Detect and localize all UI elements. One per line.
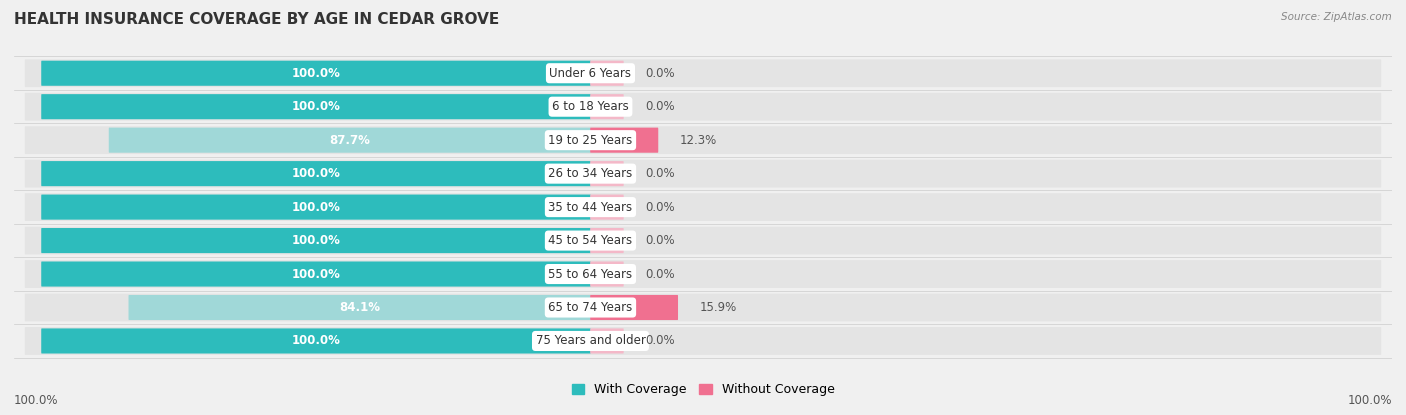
FancyBboxPatch shape [41,228,591,253]
FancyBboxPatch shape [25,59,1381,87]
Text: 6 to 18 Years: 6 to 18 Years [553,100,628,113]
Legend: With Coverage, Without Coverage: With Coverage, Without Coverage [567,378,839,401]
Text: 87.7%: 87.7% [329,134,370,146]
FancyBboxPatch shape [41,161,591,186]
Text: Under 6 Years: Under 6 Years [550,67,631,80]
FancyBboxPatch shape [25,294,1381,321]
Text: Source: ZipAtlas.com: Source: ZipAtlas.com [1281,12,1392,22]
Text: 0.0%: 0.0% [645,167,675,180]
Text: 100.0%: 100.0% [14,394,59,407]
FancyBboxPatch shape [25,227,1381,254]
Text: 100.0%: 100.0% [291,67,340,80]
FancyBboxPatch shape [25,260,1381,288]
Text: 0.0%: 0.0% [645,234,675,247]
Text: 100.0%: 100.0% [1347,394,1392,407]
FancyBboxPatch shape [591,94,624,119]
FancyBboxPatch shape [41,61,591,86]
FancyBboxPatch shape [25,327,1381,355]
Text: 0.0%: 0.0% [645,200,675,214]
Text: 15.9%: 15.9% [700,301,737,314]
Text: 0.0%: 0.0% [645,100,675,113]
FancyBboxPatch shape [41,261,591,287]
FancyBboxPatch shape [25,193,1381,221]
Text: 100.0%: 100.0% [291,200,340,214]
FancyBboxPatch shape [591,61,624,86]
FancyBboxPatch shape [591,161,624,186]
FancyBboxPatch shape [591,261,624,287]
Text: 55 to 64 Years: 55 to 64 Years [548,268,633,281]
Text: 35 to 44 Years: 35 to 44 Years [548,200,633,214]
Text: HEALTH INSURANCE COVERAGE BY AGE IN CEDAR GROVE: HEALTH INSURANCE COVERAGE BY AGE IN CEDA… [14,12,499,27]
Text: 100.0%: 100.0% [291,268,340,281]
FancyBboxPatch shape [41,195,591,220]
Text: 0.0%: 0.0% [645,268,675,281]
Text: 100.0%: 100.0% [291,234,340,247]
Text: 19 to 25 Years: 19 to 25 Years [548,134,633,146]
Text: 0.0%: 0.0% [645,67,675,80]
FancyBboxPatch shape [591,228,624,253]
Text: 45 to 54 Years: 45 to 54 Years [548,234,633,247]
Text: 100.0%: 100.0% [291,100,340,113]
Text: 84.1%: 84.1% [339,301,380,314]
FancyBboxPatch shape [41,94,591,119]
FancyBboxPatch shape [591,128,658,153]
FancyBboxPatch shape [25,93,1381,121]
Text: 100.0%: 100.0% [291,334,340,347]
Text: 0.0%: 0.0% [645,334,675,347]
FancyBboxPatch shape [591,295,678,320]
FancyBboxPatch shape [591,195,624,220]
FancyBboxPatch shape [25,160,1381,188]
FancyBboxPatch shape [41,328,591,354]
Text: 26 to 34 Years: 26 to 34 Years [548,167,633,180]
Text: 100.0%: 100.0% [291,167,340,180]
FancyBboxPatch shape [128,295,591,320]
Text: 75 Years and older: 75 Years and older [536,334,645,347]
FancyBboxPatch shape [25,126,1381,154]
Text: 65 to 74 Years: 65 to 74 Years [548,301,633,314]
FancyBboxPatch shape [108,128,591,153]
FancyBboxPatch shape [591,328,624,354]
Text: 12.3%: 12.3% [681,134,717,146]
